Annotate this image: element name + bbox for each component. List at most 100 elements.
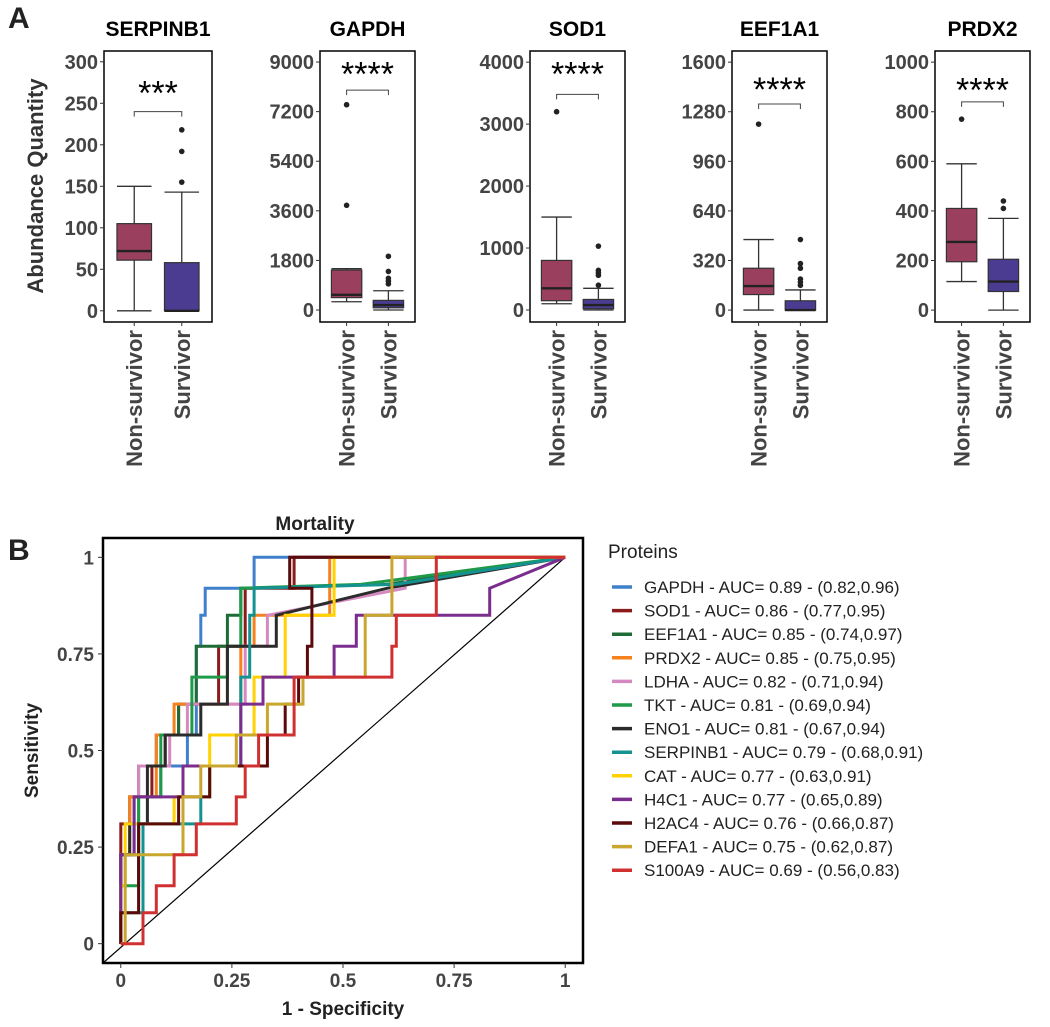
outlier-point bbox=[343, 202, 350, 209]
x-tick-label: Survivor bbox=[170, 330, 195, 420]
x-tick-label: 0 bbox=[115, 971, 126, 992]
significance-bracket bbox=[346, 89, 389, 96]
legend-item: LDHA - AUC= 0.82 - (0.71,0.94) bbox=[612, 672, 884, 691]
y-tick-label: 1800 bbox=[270, 250, 315, 272]
y-tick-label: 1600 bbox=[682, 52, 727, 74]
y-tick-label: 100 bbox=[65, 218, 98, 240]
y-tick-label: 3000 bbox=[480, 114, 525, 136]
outlier-point bbox=[595, 243, 602, 249]
y-tick-label: 1280 bbox=[682, 102, 727, 124]
x-tick-label: 1 bbox=[560, 971, 571, 992]
y-axis-label-abundance: Abundance Quantity bbox=[23, 78, 48, 294]
legend-label: SOD1 - AUC= 0.86 - (0.77,0.95) bbox=[644, 602, 885, 621]
box-iqr bbox=[784, 300, 817, 311]
outlier-point bbox=[595, 267, 602, 274]
boxplot-gapdh: GAPDH 0 1800 3600 5400 7200 9000 Non-survivor Su… bbox=[270, 18, 416, 467]
outlier-point bbox=[178, 127, 185, 133]
outlier-point bbox=[385, 275, 392, 282]
legend-label: S100A9 - AUC= 0.69 - (0.56,0.83) bbox=[644, 861, 900, 880]
y-tick-label: 3600 bbox=[270, 201, 315, 223]
boxplot-panels: SERPINB1 0 50 100 150 200 250 300 Non-survivor Su… bbox=[65, 18, 1031, 467]
legend-label: TKT - AUC= 0.81 - (0.69,0.94) bbox=[644, 696, 871, 715]
y-tick-label: 150 bbox=[65, 176, 98, 198]
boxplot-title: SOD1 bbox=[549, 18, 607, 41]
x-tick-label: 0.25 bbox=[213, 971, 250, 992]
roc-panel: Mortality 0 0.25 0.5 0.75 1 0 0.25 0.5 0.75 1 1 - S… bbox=[22, 514, 923, 1020]
roc-curve-eno1 bbox=[119, 555, 566, 944]
outlier-point bbox=[755, 121, 762, 127]
roc-curve-s100a9 bbox=[120, 555, 566, 946]
x-tick-label: Non-survivor bbox=[122, 330, 147, 467]
x-tick-label: Non-survivor bbox=[545, 330, 570, 467]
y-tick-label: 5400 bbox=[270, 151, 315, 173]
x-tick-label: 0.5 bbox=[330, 971, 357, 992]
x-tick-label: Non-survivor bbox=[747, 330, 772, 467]
y-tick-label: 0 bbox=[303, 300, 314, 322]
y-tick-label: 0.75 bbox=[57, 645, 94, 666]
legend-item: CAT - AUC= 0.77 - (0.63,0.91) bbox=[612, 767, 872, 786]
x-axis-label: 1 - Specificity bbox=[282, 999, 405, 1020]
legend-label: EEF1A1 - AUC= 0.85 - (0.74,0.97) bbox=[644, 625, 902, 644]
y-tick-label: 0 bbox=[83, 935, 94, 956]
x-tick-label: Non-survivor bbox=[335, 330, 360, 467]
significance-bracket bbox=[758, 103, 801, 109]
y-tick-label: 7200 bbox=[270, 102, 315, 124]
outlier-point bbox=[958, 116, 965, 122]
box-iqr bbox=[116, 223, 153, 261]
legend-label: CAT - AUC= 0.77 - (0.63,0.91) bbox=[644, 767, 872, 786]
legend-label: LDHA - AUC= 0.82 - (0.71,0.94) bbox=[644, 672, 884, 691]
boxplot-serpinb1: SERPINB1 0 50 100 150 200 250 300 Non-survivor Su… bbox=[65, 18, 213, 467]
y-tick-label: 0 bbox=[87, 301, 98, 323]
box-survivor bbox=[372, 253, 405, 311]
x-tick-label: Survivor bbox=[788, 330, 813, 420]
y-tick-label: 0 bbox=[513, 300, 524, 322]
outlier-point bbox=[1000, 205, 1007, 212]
y-tick-label: 400 bbox=[896, 201, 929, 223]
box-non-survivor bbox=[116, 185, 153, 312]
box-non-survivor bbox=[540, 108, 573, 305]
y-tick-label: 1 bbox=[83, 548, 94, 569]
box-iqr bbox=[330, 269, 363, 299]
box-non-survivor bbox=[330, 101, 363, 303]
boxplot-title: EEF1A1 bbox=[740, 18, 820, 41]
plot-frame bbox=[731, 50, 828, 323]
y-tick-label: 250 bbox=[65, 93, 98, 115]
outlier-point bbox=[343, 101, 350, 108]
significance-stars: *** bbox=[138, 75, 178, 113]
y-tick-label: 9000 bbox=[270, 52, 315, 74]
y-tick-label: 2000 bbox=[480, 176, 525, 198]
y-tick-label: 4000 bbox=[480, 52, 525, 74]
boxplot-prdx2: PRDX2 0 200 400 600 800 1000 Non-survivor Surviv… bbox=[885, 18, 1031, 467]
y-tick-label: 0 bbox=[715, 300, 726, 322]
box-survivor bbox=[163, 127, 200, 312]
outlier-point bbox=[1000, 198, 1007, 204]
y-tick-label: 800 bbox=[896, 102, 929, 124]
y-tick-label: 200 bbox=[65, 135, 98, 157]
legend-item: EEF1A1 - AUC= 0.85 - (0.74,0.97) bbox=[612, 625, 902, 644]
y-tick-label: 960 bbox=[693, 151, 726, 173]
roc-title: Mortality bbox=[275, 514, 355, 535]
y-tick-label: 1000 bbox=[480, 238, 525, 260]
legend-label: ENO1 - AUC= 0.81 - (0.67,0.94) bbox=[644, 720, 885, 739]
outlier-point bbox=[178, 148, 185, 155]
outlier-point bbox=[178, 179, 185, 185]
legend-item: TKT - AUC= 0.81 - (0.69,0.94) bbox=[612, 696, 871, 715]
box-iqr bbox=[945, 207, 978, 263]
outlier-point bbox=[797, 276, 804, 282]
significance-bracket bbox=[133, 111, 183, 117]
y-tick-label: 320 bbox=[693, 250, 726, 272]
significance-stars: **** bbox=[551, 55, 604, 93]
legend-label: H2AC4 - AUC= 0.76 - (0.66,0.87) bbox=[644, 814, 894, 833]
legend-item: ENO1 - AUC= 0.81 - (0.67,0.94) bbox=[612, 720, 885, 739]
outlier-point bbox=[385, 253, 392, 260]
boxplot-title: GAPDH bbox=[330, 18, 406, 41]
legend-item: GAPDH - AUC= 0.89 - (0.82,0.96) bbox=[612, 578, 900, 597]
legend-label: H4C1 - AUC= 0.77 - (0.65,0.89) bbox=[644, 790, 883, 809]
legend-item: DEFA1 - AUC= 0.75 - (0.62,0.87) bbox=[612, 838, 893, 857]
outlier-point bbox=[553, 108, 560, 115]
box-survivor bbox=[582, 243, 615, 311]
boxplot-eef1a1: EEF1A1 0 320 640 960 1280 1600 Non-survivor Surv… bbox=[682, 18, 828, 467]
outlier-point bbox=[595, 282, 602, 288]
y-tick-label: 50 bbox=[76, 259, 98, 281]
y-tick-label: 0 bbox=[918, 300, 929, 322]
